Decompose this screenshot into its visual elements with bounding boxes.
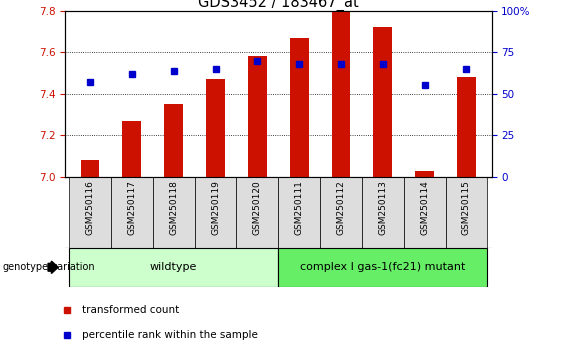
- Bar: [373, 27, 392, 177]
- Text: complex I gas-1(fc21) mutant: complex I gas-1(fc21) mutant: [300, 262, 466, 272]
- Text: transformed count: transformed count: [82, 305, 179, 315]
- Text: GSM250115: GSM250115: [462, 181, 471, 235]
- Bar: [111, 177, 153, 248]
- Text: GSM250119: GSM250119: [211, 181, 220, 235]
- Bar: [279, 177, 320, 248]
- Text: GSM250117: GSM250117: [127, 181, 136, 235]
- Text: GSM250113: GSM250113: [379, 181, 388, 235]
- Text: GSM250120: GSM250120: [253, 181, 262, 235]
- Bar: [248, 56, 267, 177]
- Text: GSM250112: GSM250112: [337, 181, 345, 235]
- Bar: [290, 38, 308, 177]
- Bar: [279, 248, 488, 287]
- Bar: [236, 177, 279, 248]
- Bar: [123, 121, 141, 177]
- Bar: [446, 177, 488, 248]
- Bar: [362, 177, 404, 248]
- Text: GSM250111: GSM250111: [295, 181, 303, 235]
- Text: genotype/variation: genotype/variation: [3, 262, 95, 272]
- Bar: [457, 77, 476, 177]
- Text: wildtype: wildtype: [150, 262, 197, 272]
- Text: GSM250114: GSM250114: [420, 181, 429, 235]
- Bar: [194, 177, 236, 248]
- Bar: [415, 171, 434, 177]
- Bar: [320, 177, 362, 248]
- Text: percentile rank within the sample: percentile rank within the sample: [82, 330, 258, 339]
- Bar: [332, 11, 350, 177]
- Text: GSM250118: GSM250118: [169, 181, 178, 235]
- Text: GSM250116: GSM250116: [85, 181, 94, 235]
- Bar: [153, 177, 194, 248]
- Bar: [164, 104, 183, 177]
- Bar: [404, 177, 446, 248]
- Bar: [206, 79, 225, 177]
- Bar: [69, 248, 279, 287]
- Bar: [69, 177, 111, 248]
- Bar: [81, 160, 99, 177]
- Title: GDS3452 / 183467_at: GDS3452 / 183467_at: [198, 0, 359, 11]
